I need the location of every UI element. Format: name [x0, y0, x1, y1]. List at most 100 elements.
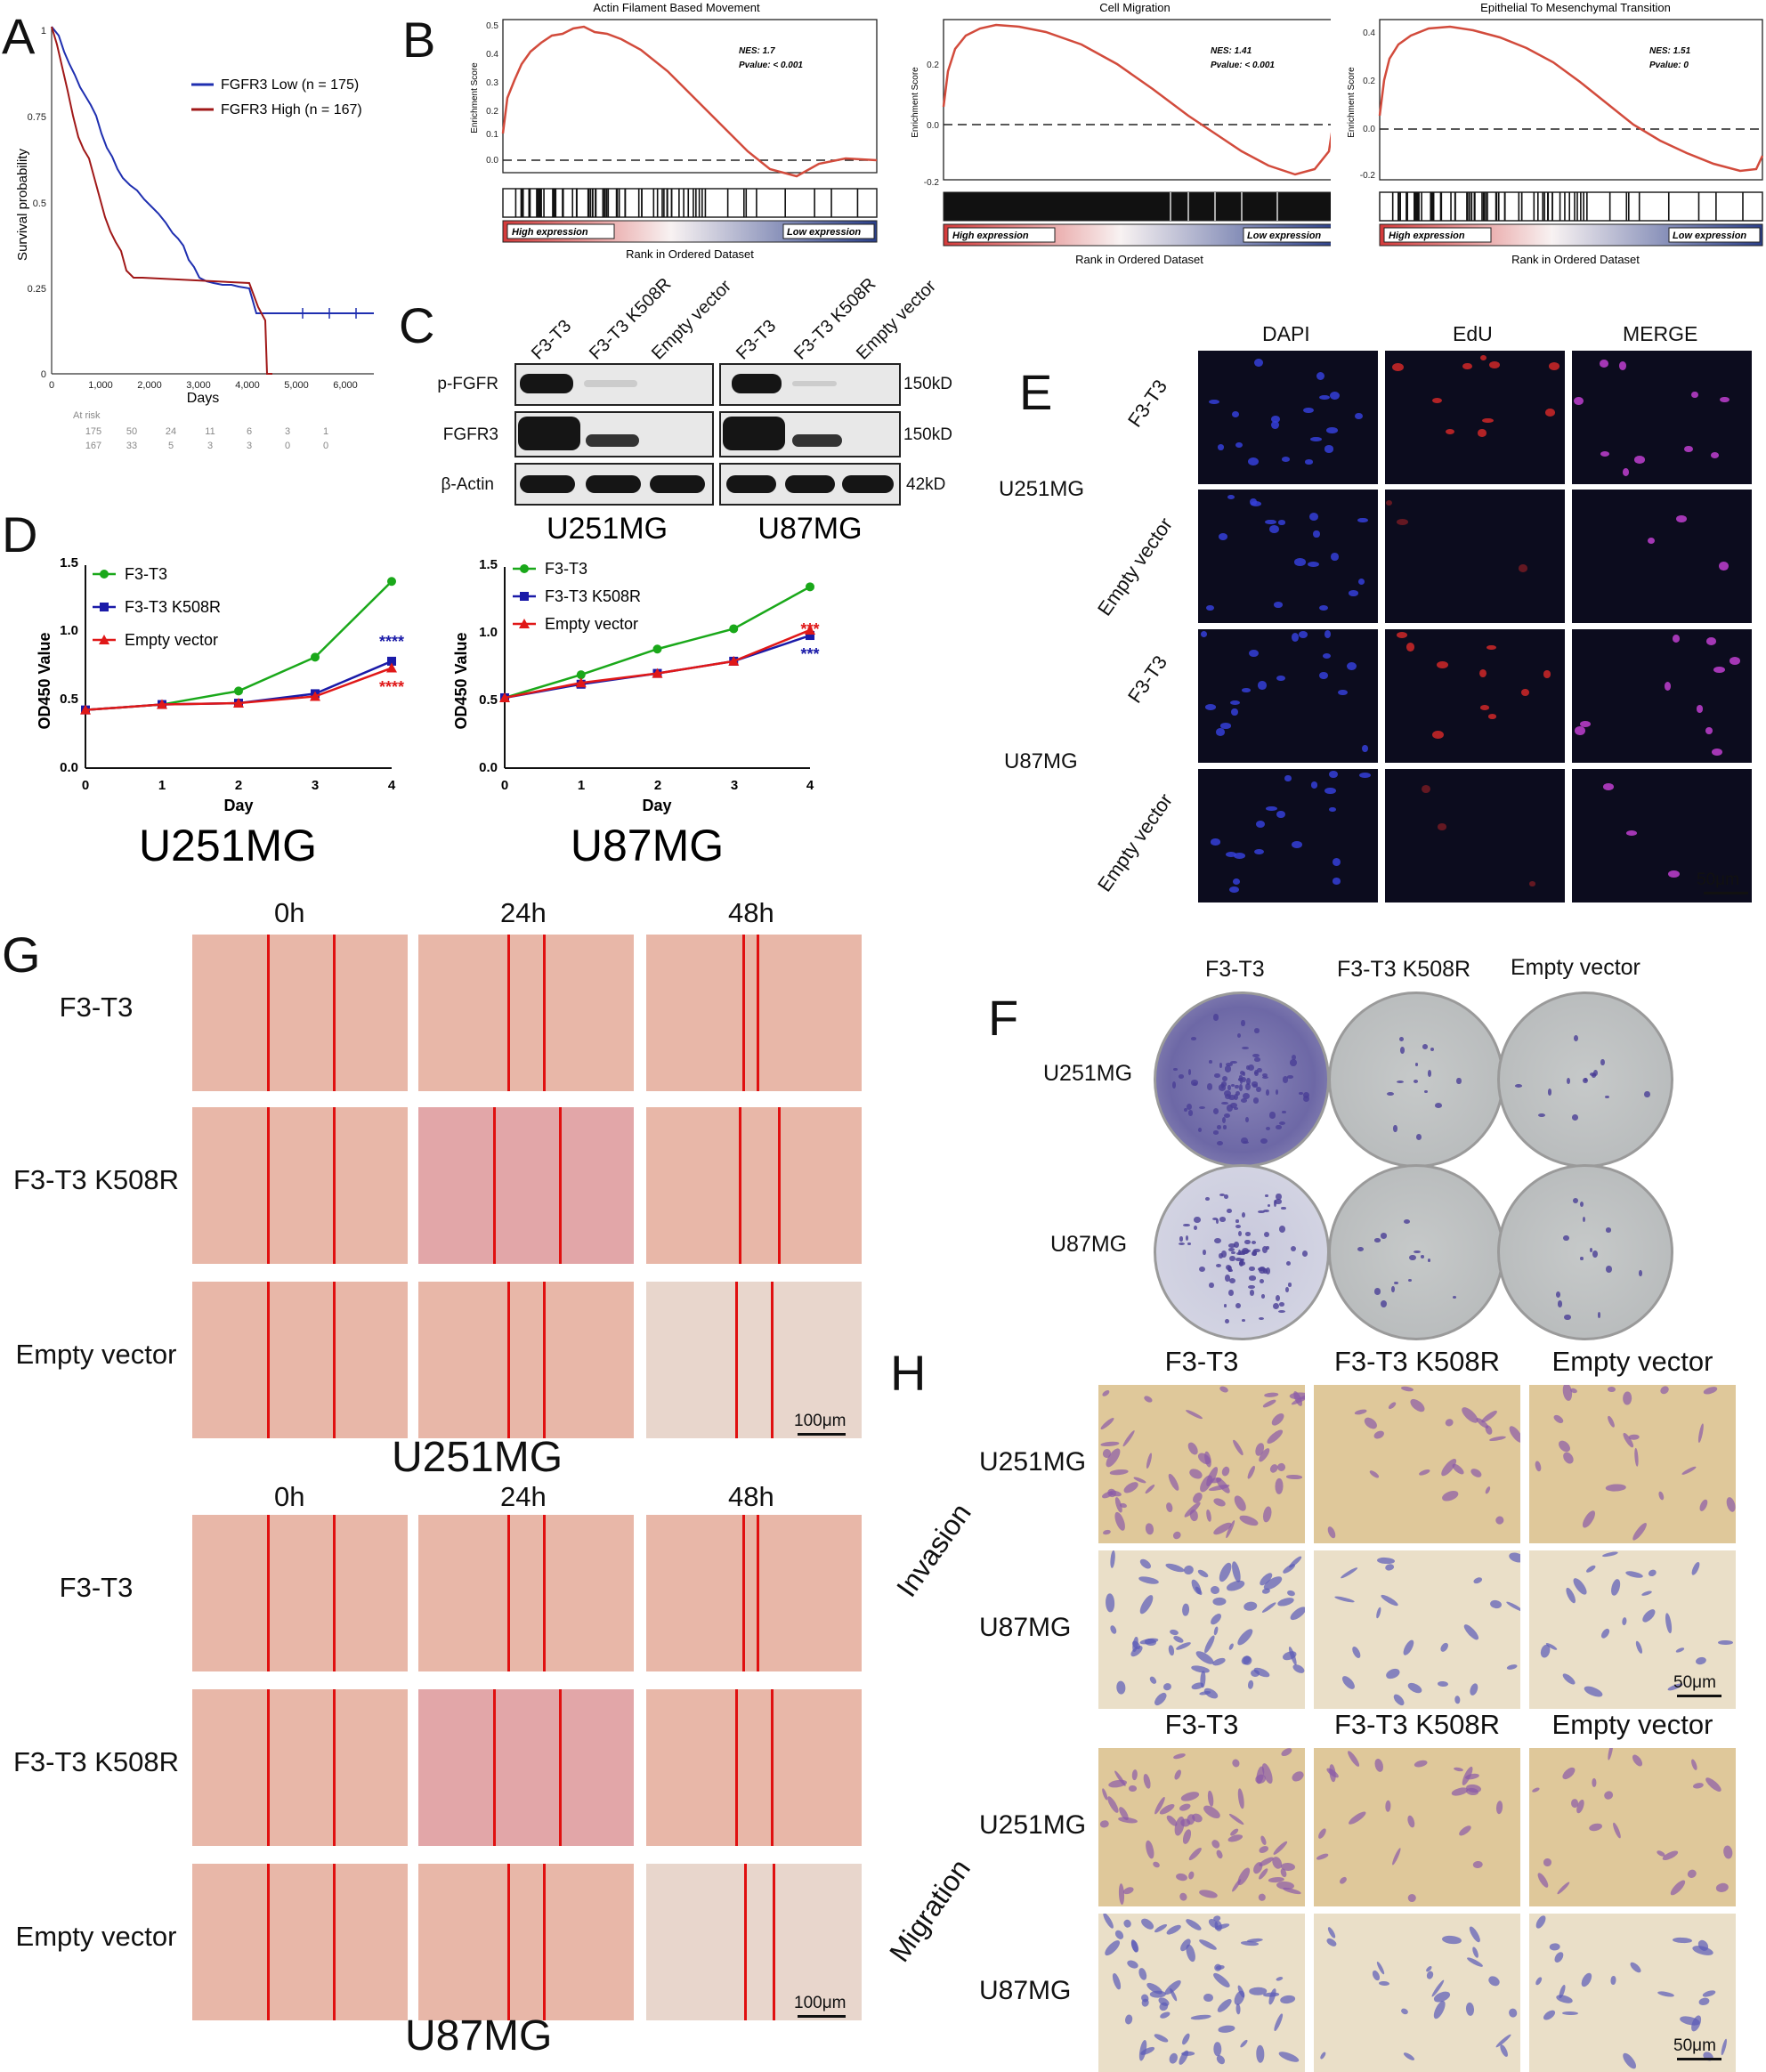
col-label: Empty vector	[1551, 1709, 1713, 1740]
chart-u251: OD450 Value Day 1.5 1.0 0.5 0.0 0 1 2 3 4 F3-T3…	[36, 555, 404, 870]
wound-image	[646, 935, 862, 1091]
data-point	[729, 624, 739, 634]
data-point	[806, 631, 814, 641]
tick-x-6000: 6,000	[333, 380, 358, 391]
svg-text:F3-T3: F3-T3	[125, 565, 167, 583]
group-invasion: Invasion	[890, 1497, 977, 1603]
svg-text:0.0: 0.0	[486, 156, 498, 166]
wound-edge-line	[742, 935, 745, 1091]
svg-text:175: 175	[85, 426, 101, 437]
tick-x-0: 0	[49, 380, 54, 391]
time-label: 24h	[500, 1481, 547, 1512]
svg-text:0.2: 0.2	[927, 61, 939, 70]
transwell-image	[1314, 1550, 1520, 1709]
svg-text:33: 33	[126, 441, 137, 451]
svg-text:150kD: 150kD	[903, 375, 952, 393]
panel-label-g: G	[2, 927, 41, 983]
svg-text:3: 3	[285, 426, 290, 437]
data-point	[311, 652, 320, 662]
gsea-plot-migration: Cell Migration 0.2 0.0 -0.2 Enrichment Sco…	[903, 0, 1339, 267]
svg-text:NES: 1.41: NES: 1.41	[1211, 46, 1252, 56]
y-axis-label: OD450 Value	[452, 632, 470, 729]
fluorescence-image	[1385, 629, 1565, 763]
svg-text:50: 50	[126, 426, 137, 437]
wound-image	[192, 1107, 408, 1264]
svg-text:0.2: 0.2	[1363, 77, 1375, 86]
col-merge: MERGE	[1623, 322, 1698, 345]
tick-x-3000: 3,000	[186, 380, 211, 391]
svg-text:High expression: High expression	[952, 231, 1029, 241]
row-label: U251MG	[979, 1447, 1087, 1477]
wound-image	[418, 1515, 634, 1671]
svg-text:-0.2: -0.2	[924, 178, 940, 188]
gsea-pvalue: Pvalue: < 0.001	[739, 61, 803, 70]
at-risk-label: At risk	[73, 410, 101, 421]
wound-edge-line	[267, 1689, 270, 1846]
svg-text:1: 1	[323, 426, 328, 437]
growth-curves: OD450 Value Day 1.5 1.0 0.5 0.0 0 1 2 3 4 F3-T3…	[36, 555, 820, 870]
scale-bar: 50μm	[1673, 1673, 1716, 1692]
group-migration: Migration	[883, 1853, 976, 1968]
svg-text:0.3: 0.3	[486, 78, 498, 88]
col-label: F3-T3	[1164, 1709, 1239, 1740]
wound-edge-line	[333, 1515, 336, 1671]
row-label: F3-T3 K508R	[12, 1746, 180, 1777]
sig-empty: ****	[379, 678, 404, 696]
wound-edge-line	[507, 935, 510, 1091]
data-point	[805, 624, 815, 635]
col-dapi: DAPI	[1262, 322, 1310, 345]
fluorescence-image	[1572, 769, 1752, 902]
gsea-title: Cell Migration	[1099, 1, 1170, 14]
svg-text:167: 167	[85, 441, 101, 451]
svg-text:FGFR3: FGFR3	[443, 425, 498, 444]
svg-text:High expression: High expression	[1389, 231, 1465, 241]
svg-text:1: 1	[578, 778, 585, 793]
wound-edge-line	[333, 1282, 336, 1438]
svg-text:0.2: 0.2	[486, 107, 498, 117]
blot-cell-u87: U87MG	[757, 512, 862, 546]
svg-text:2: 2	[654, 778, 661, 793]
wound-image	[418, 1689, 634, 1846]
svg-text:Rank in Ordered Dataset: Rank in Ordered Dataset	[626, 247, 754, 261]
time-label: 48h	[728, 1481, 774, 1512]
wound-edge-line	[543, 935, 546, 1091]
chart-cell-label: U251MG	[139, 821, 317, 870]
legend-high: FGFR3 High (n = 167)	[221, 102, 362, 117]
g-cell-u87: U87MG	[405, 2012, 553, 2060]
svg-text:0: 0	[501, 778, 508, 793]
time-label: 0h	[274, 897, 305, 928]
tick-y-075: 0.75	[28, 112, 46, 123]
wound-edge-line	[507, 1864, 510, 2020]
wound-image	[646, 1689, 862, 1846]
tick-x-2000: 2,000	[137, 380, 162, 391]
svg-text:11: 11	[205, 426, 215, 437]
svg-text:24: 24	[166, 426, 176, 437]
cell-u251: U251MG	[999, 477, 1085, 501]
col-label: F3-T3 K508R	[1333, 1346, 1501, 1377]
tick-x-5000: 5,000	[284, 380, 309, 391]
svg-text:Pvalue: 0: Pvalue: 0	[1649, 61, 1689, 70]
gsea-nes: NES: 1.7	[739, 46, 775, 56]
svg-text:1.5: 1.5	[479, 557, 498, 572]
row-label: U251MG	[979, 1810, 1087, 1840]
fluorescence-image	[1572, 351, 1752, 484]
panel-label-b: B	[402, 12, 436, 68]
wound-edge-line	[735, 1689, 738, 1846]
svg-text:Low expression: Low expression	[787, 227, 861, 238]
wound-edge-line	[493, 1689, 496, 1846]
wound-image	[646, 1282, 862, 1438]
wound-edge-line	[778, 1107, 781, 1264]
wound-image	[646, 1864, 862, 2020]
svg-text:Rank in Ordered Dataset: Rank in Ordered Dataset	[1075, 253, 1203, 266]
wound-edge-line	[739, 1107, 741, 1264]
tick-y-0: 0	[41, 369, 46, 380]
wound-edge-line	[333, 1864, 336, 2020]
scale-bar-line	[1677, 1695, 1721, 1697]
svg-text:High expression: High expression	[512, 227, 588, 238]
svg-text:β-Actin: β-Actin	[442, 475, 495, 494]
transwell-image	[1529, 1914, 1736, 2072]
row-label: U87MG	[979, 1976, 1072, 2005]
wound-edge-line	[559, 1689, 562, 1846]
tick-x-1000: 1,000	[88, 380, 113, 391]
culture-dish	[1497, 991, 1673, 1168]
